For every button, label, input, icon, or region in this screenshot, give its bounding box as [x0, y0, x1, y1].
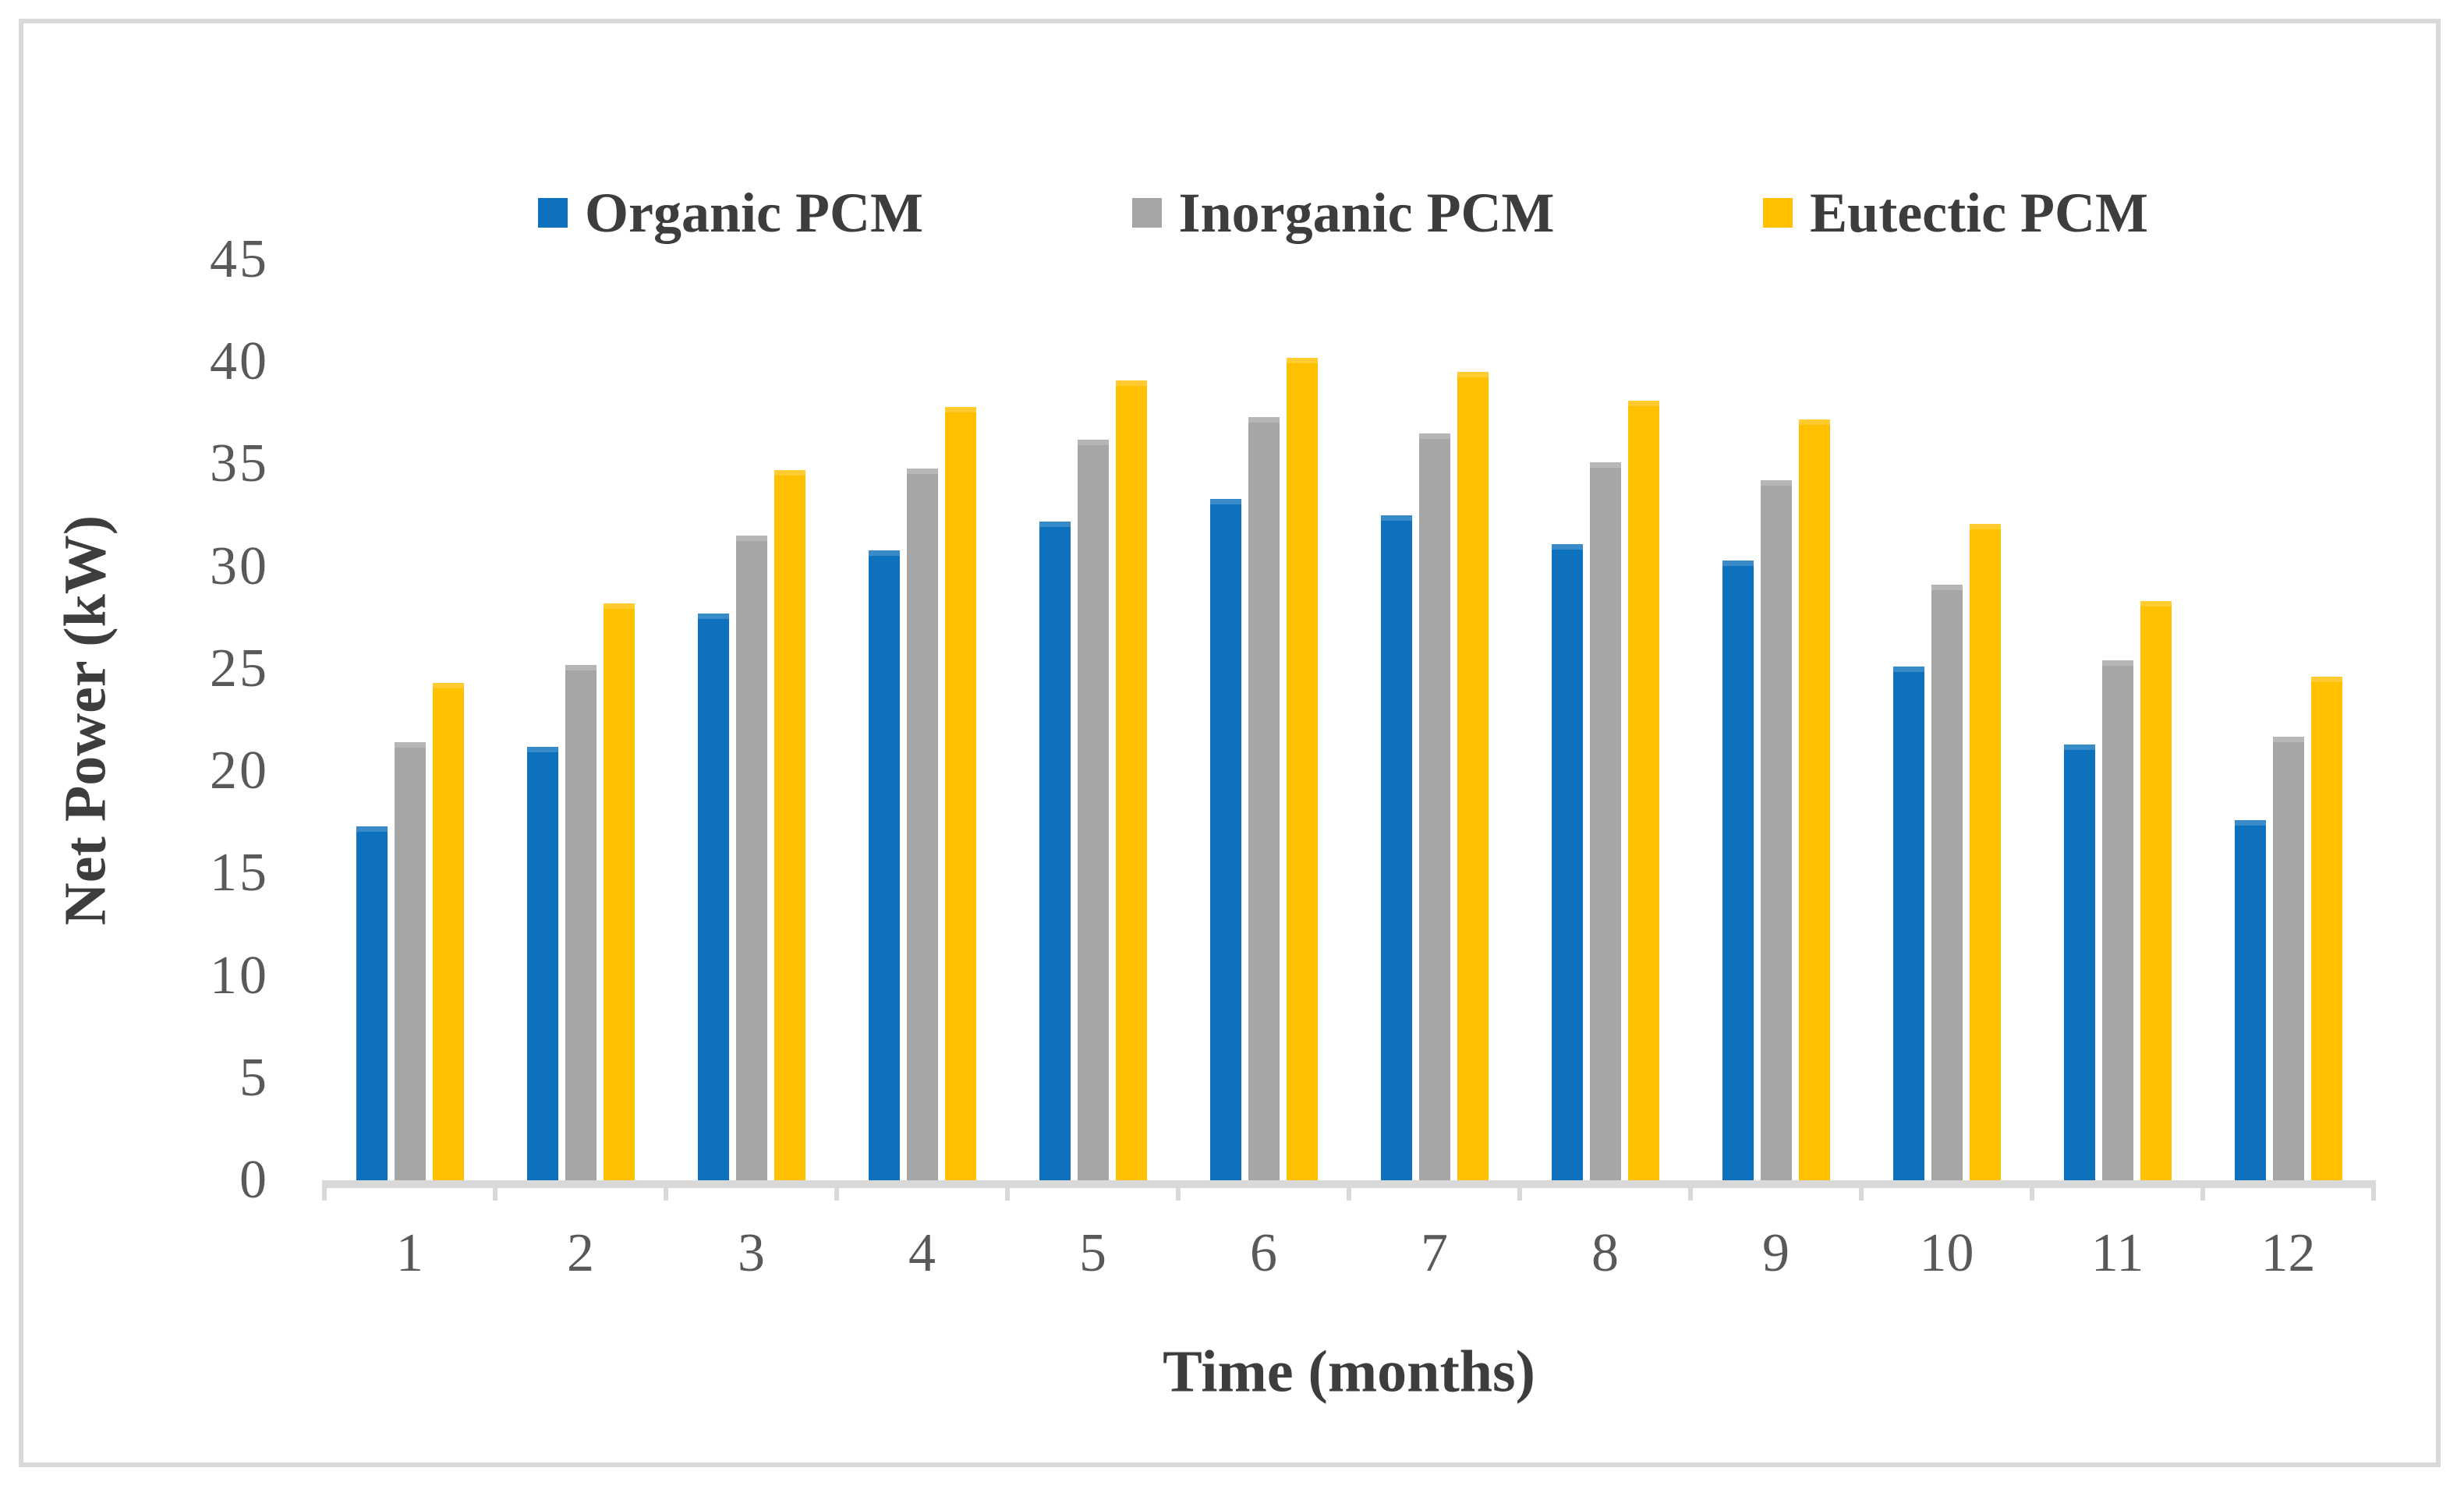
x-tick-label: 3 [738, 1223, 765, 1283]
bar-organic-pcm-month-3 [697, 614, 729, 1180]
y-tick-label: 0 [239, 1150, 269, 1210]
x-tick-label: 7 [1421, 1223, 1448, 1283]
axis-tick-mark [493, 1180, 497, 1201]
y-tick-label: 15 [210, 843, 269, 904]
bar-organic-pcm-month-10 [1892, 667, 1924, 1180]
x-tick-label: 12 [2260, 1223, 2316, 1283]
bar-group-month-9 [1690, 260, 1861, 1180]
bar-group-month-3 [666, 260, 837, 1180]
bar-group-month-10 [1861, 260, 2032, 1180]
y-tick-label: 5 [239, 1047, 269, 1108]
bar-inorganic-pcm-month-6 [1248, 417, 1280, 1180]
axis-tick-mark [2200, 1180, 2205, 1201]
axis-tick-mark [2371, 1180, 2376, 1201]
bar-group-month-7 [1349, 260, 1520, 1180]
bar-inorganic-pcm-month-8 [1589, 462, 1621, 1180]
axis-tick-mark [1859, 1180, 1864, 1201]
legend-item-inorganic-pcm: Inorganic PCM [1131, 182, 1555, 244]
bar-eutectic-pcm-month-2 [603, 603, 635, 1180]
bar-eutectic-pcm-month-1 [432, 683, 464, 1180]
bar-inorganic-pcm-month-11 [2101, 660, 2133, 1180]
bar-inorganic-pcm-month-5 [1077, 439, 1109, 1180]
bar-organic-pcm-month-1 [356, 826, 388, 1180]
y-tick-label: 25 [210, 638, 269, 699]
legend-item-organic-pcm: Organic PCM [538, 185, 923, 241]
bar-group-month-4 [837, 260, 1007, 1180]
plot-area [324, 260, 2374, 1180]
bar-eutectic-pcm-month-7 [1457, 372, 1489, 1180]
x-axis-title: Time (months) [1163, 1339, 1535, 1405]
y-tick-label: 20 [210, 741, 269, 801]
x-tick-label: 8 [1591, 1223, 1619, 1283]
bar-group-month-1 [324, 260, 495, 1180]
bar-group-month-8 [1520, 260, 1690, 1180]
bar-group-month-11 [2032, 260, 2203, 1180]
axis-tick-mark [1176, 1180, 1181, 1201]
bar-inorganic-pcm-month-7 [1418, 433, 1450, 1180]
axis-tick-mark [1517, 1180, 1522, 1201]
legend-label: Organic PCM [585, 182, 923, 244]
bar-inorganic-pcm-month-1 [394, 742, 426, 1180]
axis-tick-mark [2030, 1180, 2034, 1201]
legend-label: Eutectic PCM [1810, 182, 2148, 244]
y-tick-label: 10 [210, 945, 269, 1006]
x-tick-label: 5 [1079, 1223, 1106, 1283]
x-tick-label: 4 [908, 1223, 936, 1283]
bar-inorganic-pcm-month-10 [1931, 585, 1963, 1180]
bar-inorganic-pcm-month-3 [735, 536, 767, 1180]
axis-tick-mark [1347, 1180, 1351, 1201]
bar-group-month-12 [2203, 260, 2374, 1180]
y-tick-label: 40 [210, 331, 269, 392]
bar-group-month-2 [495, 260, 666, 1180]
x-tick-label: 1 [396, 1223, 423, 1283]
bar-organic-pcm-month-6 [1209, 499, 1241, 1180]
bar-group-month-6 [1178, 260, 1349, 1180]
bar-organic-pcm-month-7 [1380, 515, 1412, 1180]
bar-eutectic-pcm-month-3 [774, 470, 805, 1180]
bar-organic-pcm-month-8 [1551, 543, 1583, 1180]
bar-organic-pcm-month-12 [2234, 820, 2266, 1180]
bar-organic-pcm-month-4 [868, 550, 900, 1180]
axis-tick-mark [1688, 1180, 1693, 1201]
x-tick-label: 10 [1919, 1223, 1974, 1283]
axis-tick-mark [834, 1180, 839, 1201]
x-tick-label: 9 [1762, 1223, 1790, 1283]
bar-eutectic-pcm-month-4 [944, 406, 976, 1180]
bar-eutectic-pcm-month-8 [1627, 401, 1659, 1180]
bar-organic-pcm-month-11 [2063, 744, 2095, 1180]
bar-group-month-5 [1007, 260, 1178, 1180]
bar-organic-pcm-month-9 [1722, 560, 1754, 1180]
bar-inorganic-pcm-month-9 [1760, 480, 1792, 1180]
axis-tick-mark [664, 1180, 668, 1201]
bar-eutectic-pcm-month-5 [1115, 380, 1147, 1180]
y-tick-label: 30 [210, 536, 269, 596]
legend-swatch-inorganic-pcm [1131, 198, 1162, 228]
bar-eutectic-pcm-month-6 [1286, 357, 1318, 1180]
bar-organic-pcm-month-5 [1039, 521, 1071, 1180]
legend-item-eutectic-pcm: Eutectic PCM [1763, 185, 2148, 241]
axis-tick-mark [1005, 1180, 1010, 1201]
bar-inorganic-pcm-month-2 [565, 664, 597, 1180]
bar-inorganic-pcm-month-12 [2272, 736, 2304, 1180]
bar-eutectic-pcm-month-9 [1798, 419, 1830, 1180]
legend: Organic PCM Inorganic PCM Eutectic PCM [538, 182, 2148, 244]
bar-inorganic-pcm-month-4 [906, 468, 938, 1180]
x-tick-label: 6 [1250, 1223, 1277, 1283]
bar-organic-pcm-month-2 [526, 746, 558, 1180]
axis-tick-mark [322, 1180, 327, 1201]
bar-eutectic-pcm-month-11 [2140, 601, 2172, 1180]
x-tick-label: 2 [567, 1223, 594, 1283]
legend-swatch-organic-pcm [538, 198, 568, 228]
bar-eutectic-pcm-month-10 [1969, 523, 2001, 1180]
figure-border [19, 19, 2441, 1467]
legend-label: Inorganic PCM [1178, 182, 1555, 244]
y-tick-label: 45 [210, 229, 269, 289]
legend-swatch-eutectic-pcm [1763, 198, 1793, 228]
y-tick-label: 35 [210, 433, 269, 494]
x-tick-label: 11 [2091, 1223, 2144, 1283]
bar-eutectic-pcm-month-12 [2310, 677, 2342, 1180]
